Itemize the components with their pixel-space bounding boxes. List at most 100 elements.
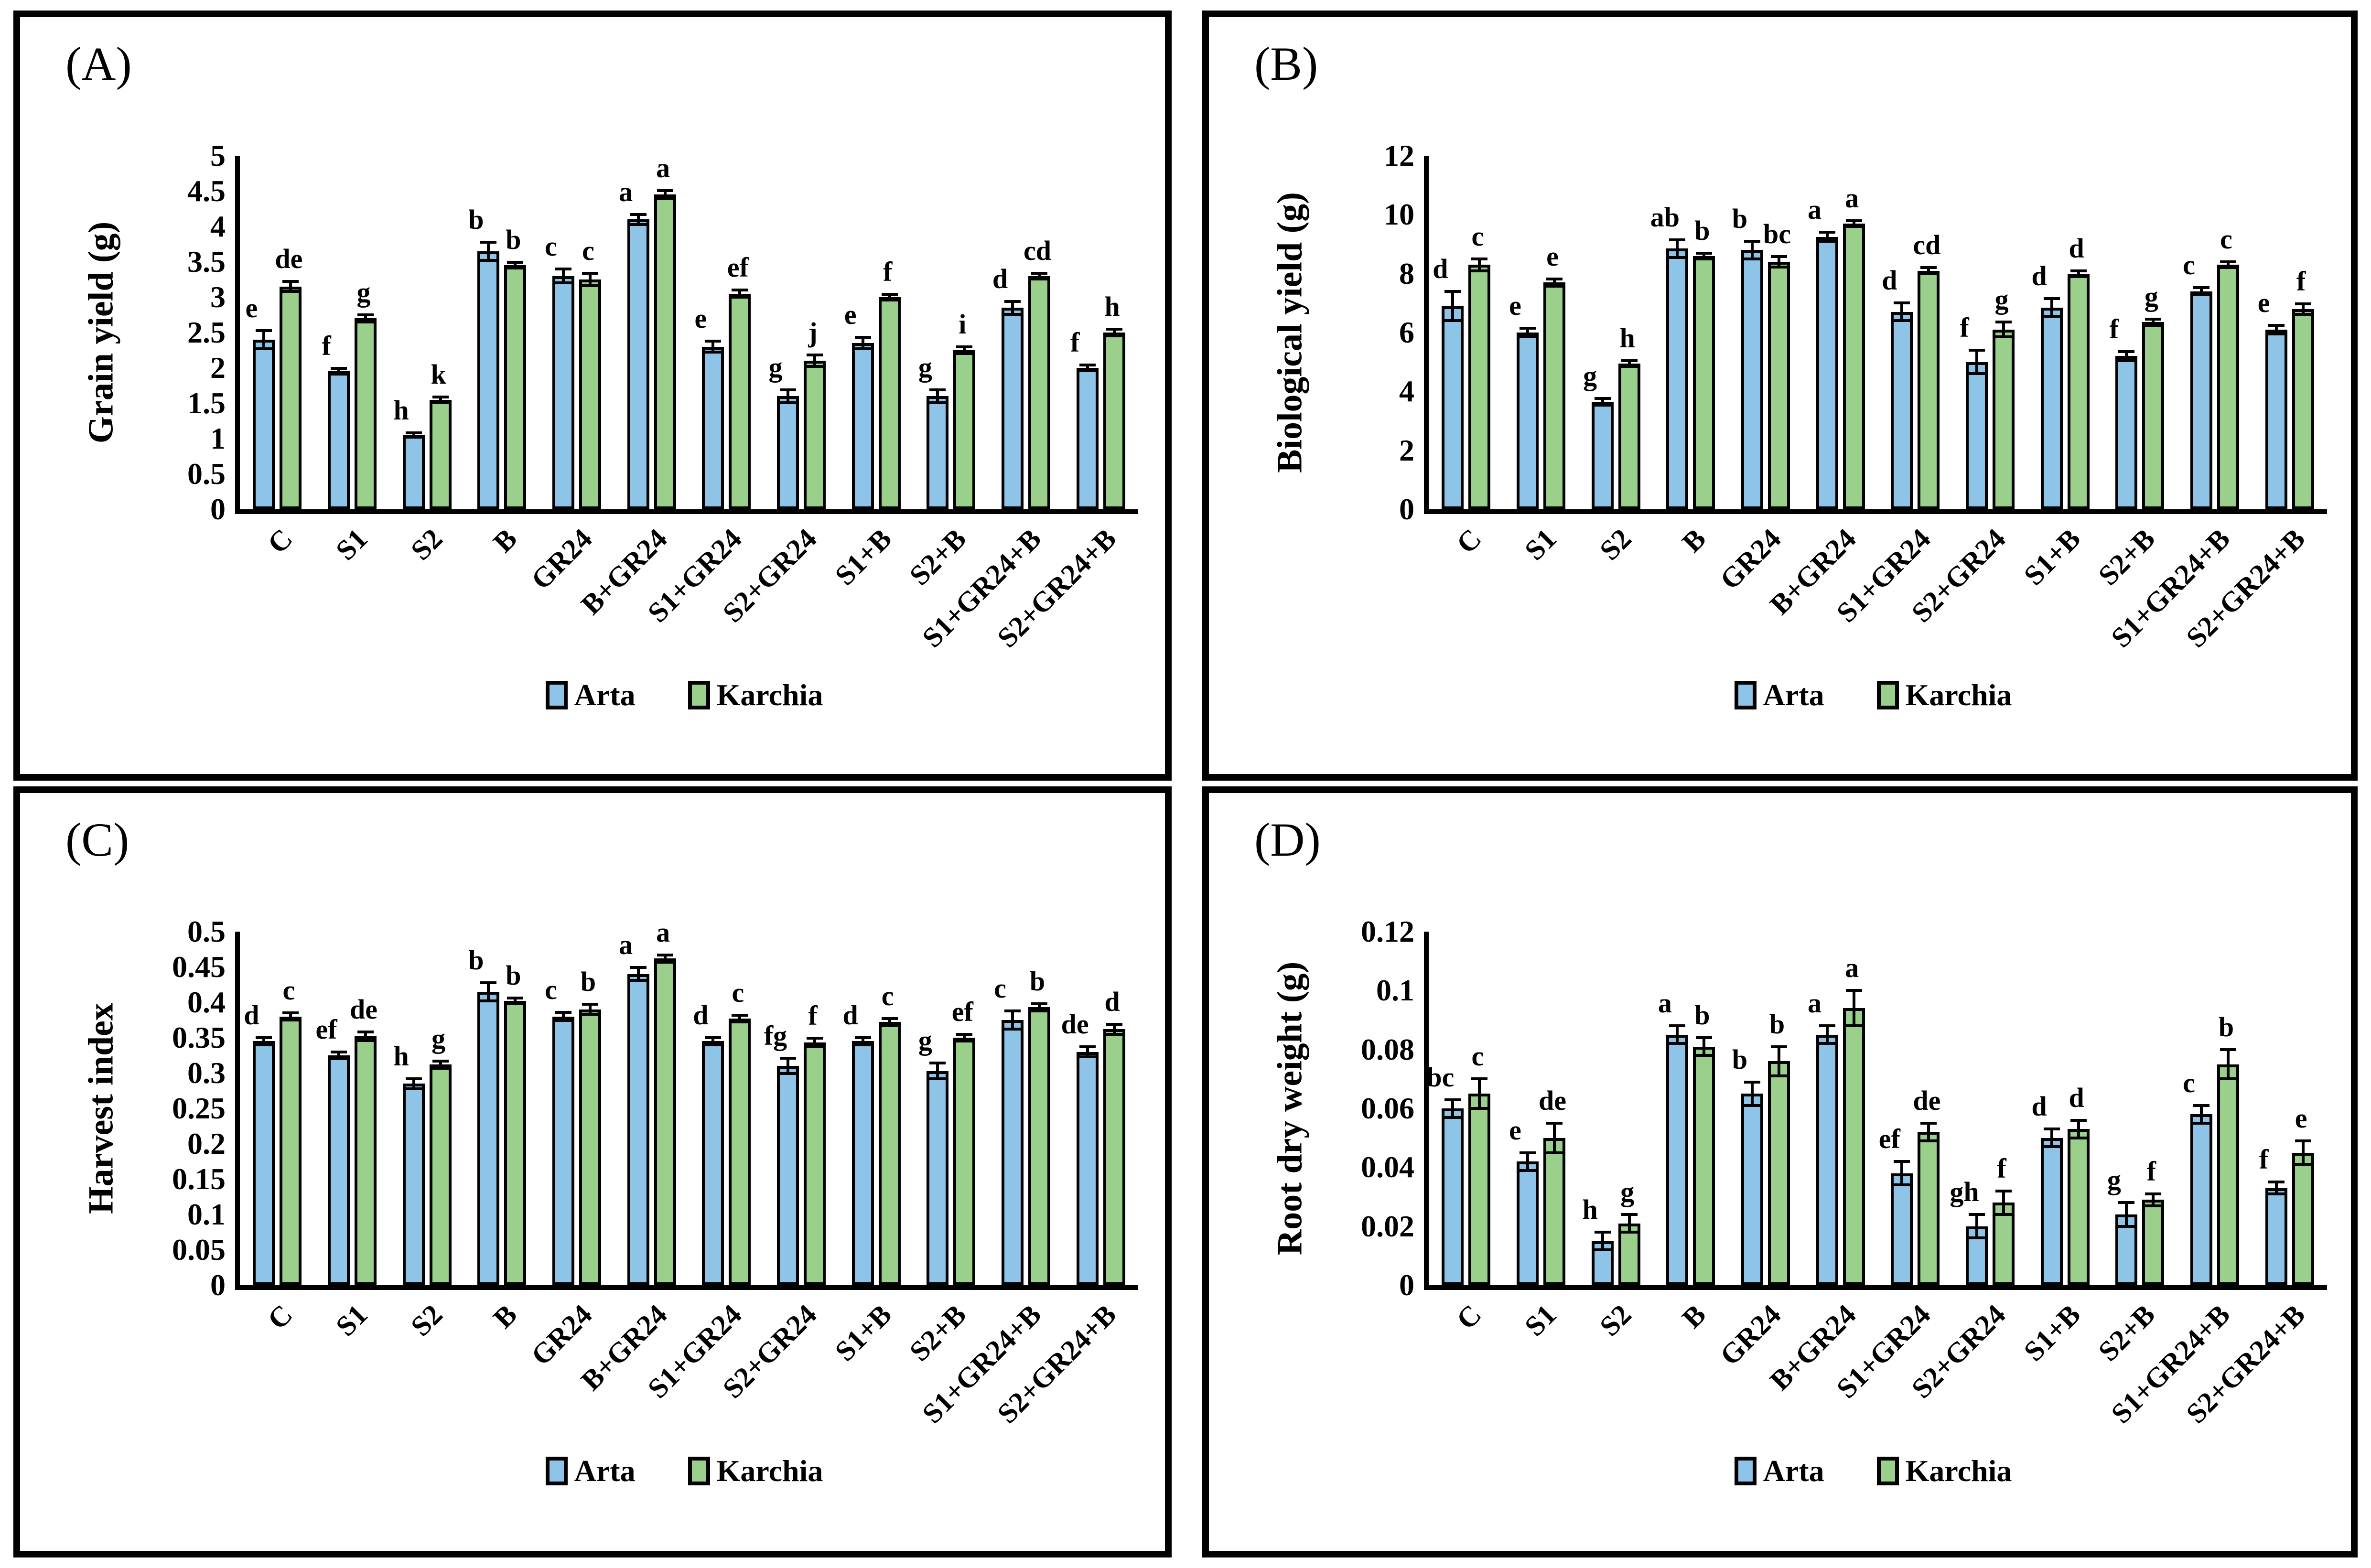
error-bar xyxy=(1703,1038,1706,1055)
error-bar xyxy=(439,397,442,403)
error-bar-cap xyxy=(881,293,898,296)
error-bar-cap xyxy=(1920,1139,1937,1142)
error-bar-cap xyxy=(1031,1009,1047,1012)
error-bar xyxy=(2152,319,2155,325)
significance-letter: k xyxy=(431,358,446,390)
error-bar xyxy=(936,389,939,403)
error-bar-cap xyxy=(2043,315,2060,318)
error-bar-cap xyxy=(256,1043,272,1046)
bar-karchia-GR24 xyxy=(579,1009,601,1285)
error-bar-cap xyxy=(657,953,673,956)
error-bar-cap xyxy=(807,1037,823,1040)
legend-label-karchia: Karchia xyxy=(1905,678,2012,712)
error-bar-cap xyxy=(1819,231,1835,234)
bar-arta-GR24 xyxy=(1741,1094,1763,1285)
error-bar-cap xyxy=(854,336,871,339)
error-bar xyxy=(2301,303,2305,314)
y-tick-label: 0.35 xyxy=(172,1020,226,1054)
legend-label-karchia: Karchia xyxy=(716,678,823,712)
error-bar-cap xyxy=(705,339,722,343)
significance-letter: a xyxy=(1658,988,1672,1019)
significance-letter: i xyxy=(959,308,967,340)
error-bar-cap xyxy=(282,290,299,293)
error-bar xyxy=(1478,258,1481,271)
error-bar-cap xyxy=(1594,397,1611,400)
bar-arta-S2 xyxy=(1591,401,1614,509)
significance-letter: g xyxy=(2144,281,2158,312)
error-bar-cap xyxy=(1845,225,1862,228)
significance-letter: d xyxy=(2069,232,2084,264)
error-bar-cap xyxy=(480,981,497,984)
error-bar-cap xyxy=(854,347,871,351)
y-tick-label: 10 xyxy=(1384,197,1414,232)
significance-letter: c xyxy=(2220,224,2232,255)
significance-letter: cd xyxy=(1024,235,1051,266)
error-bar-cap xyxy=(1920,266,1937,269)
error-bar xyxy=(1825,1026,1829,1044)
bar-karchia-C xyxy=(1468,265,1491,509)
significance-letter: d xyxy=(693,999,709,1031)
significance-letter: a xyxy=(1845,952,1859,984)
significance-letter: g xyxy=(918,351,932,383)
error-bar-cap xyxy=(555,281,571,285)
bar-karchia-S1+GR24+B xyxy=(1028,276,1050,509)
bar-arta-S1 xyxy=(1517,1161,1539,1285)
error-bar xyxy=(1975,350,1978,374)
y-tick-label: 1 xyxy=(210,421,226,455)
error-bar-cap xyxy=(582,284,598,288)
bar-arta-S1+GR24 xyxy=(1891,311,1913,509)
error-bar-cap xyxy=(1696,1036,1713,1039)
error-bar xyxy=(2125,352,2128,361)
significance-letter: b xyxy=(468,204,484,235)
error-bar xyxy=(1751,241,1754,259)
significance-letter: c xyxy=(732,977,744,1008)
bar-arta-C xyxy=(1442,306,1464,509)
bar-karchia-S1+GR24 xyxy=(1918,1132,1940,1285)
error-bar xyxy=(1627,360,1631,366)
bar-karchia-S2+GR24+B xyxy=(1103,333,1125,509)
error-bar-cap xyxy=(1744,239,1760,243)
error-bar xyxy=(1451,1099,1455,1117)
error-bar-cap xyxy=(1894,1160,1910,1163)
error-bar-cap xyxy=(1004,1009,1021,1012)
bar-karchia-B xyxy=(504,265,527,509)
bar-arta-S1+GR24 xyxy=(702,346,724,509)
bar-arta-S2+GR24+B xyxy=(2265,329,2287,509)
error-bar-cap xyxy=(1621,1213,1638,1216)
error-bar-cap xyxy=(2118,350,2135,354)
bar-arta-S1+GR24+B xyxy=(1002,308,1024,509)
error-bar xyxy=(888,1019,891,1026)
error-bar-cap xyxy=(2118,1224,2135,1228)
error-bar-cap xyxy=(1031,1002,1047,1005)
legend-item-arta: Arta xyxy=(545,677,636,713)
error-bar-cap xyxy=(1744,1104,1760,1107)
panel-d-label: (D) xyxy=(1254,813,1321,866)
significance-letter: d xyxy=(1104,986,1120,1017)
bar-karchia-GR24 xyxy=(579,279,601,509)
significance-letter: d xyxy=(2031,1091,2047,1122)
bar-arta-GR24 xyxy=(552,1016,574,1285)
bar-karchia-S2 xyxy=(429,1064,452,1285)
error-bar xyxy=(1676,1026,1679,1044)
error-bar-cap xyxy=(480,240,497,244)
error-bar-cap xyxy=(1969,349,1985,352)
error-bar xyxy=(1627,1214,1631,1232)
significance-letter: f xyxy=(2109,313,2119,345)
error-bar-cap xyxy=(282,1019,299,1021)
bar-arta-B xyxy=(477,991,500,1285)
bar-arta-S2+GR24+B xyxy=(1076,368,1099,509)
bar-karchia-S2 xyxy=(429,399,452,509)
error-bar xyxy=(289,281,292,292)
significance-letter: b xyxy=(1029,965,1045,997)
error-bar-cap xyxy=(1995,321,2012,324)
bar-arta-S2+GR24 xyxy=(777,396,799,509)
error-bar xyxy=(2200,1105,2203,1123)
error-bar-cap xyxy=(1106,327,1122,331)
error-bar-cap xyxy=(1079,1055,1096,1058)
bar-arta-S2+GR24 xyxy=(777,1066,799,1285)
significance-letter: h xyxy=(1619,322,1635,354)
panel-c-label: (C) xyxy=(65,813,129,866)
error-bar-cap xyxy=(555,1019,571,1022)
y-tick-label: 0.04 xyxy=(1361,1150,1414,1184)
bar-arta-S1 xyxy=(1517,333,1539,509)
